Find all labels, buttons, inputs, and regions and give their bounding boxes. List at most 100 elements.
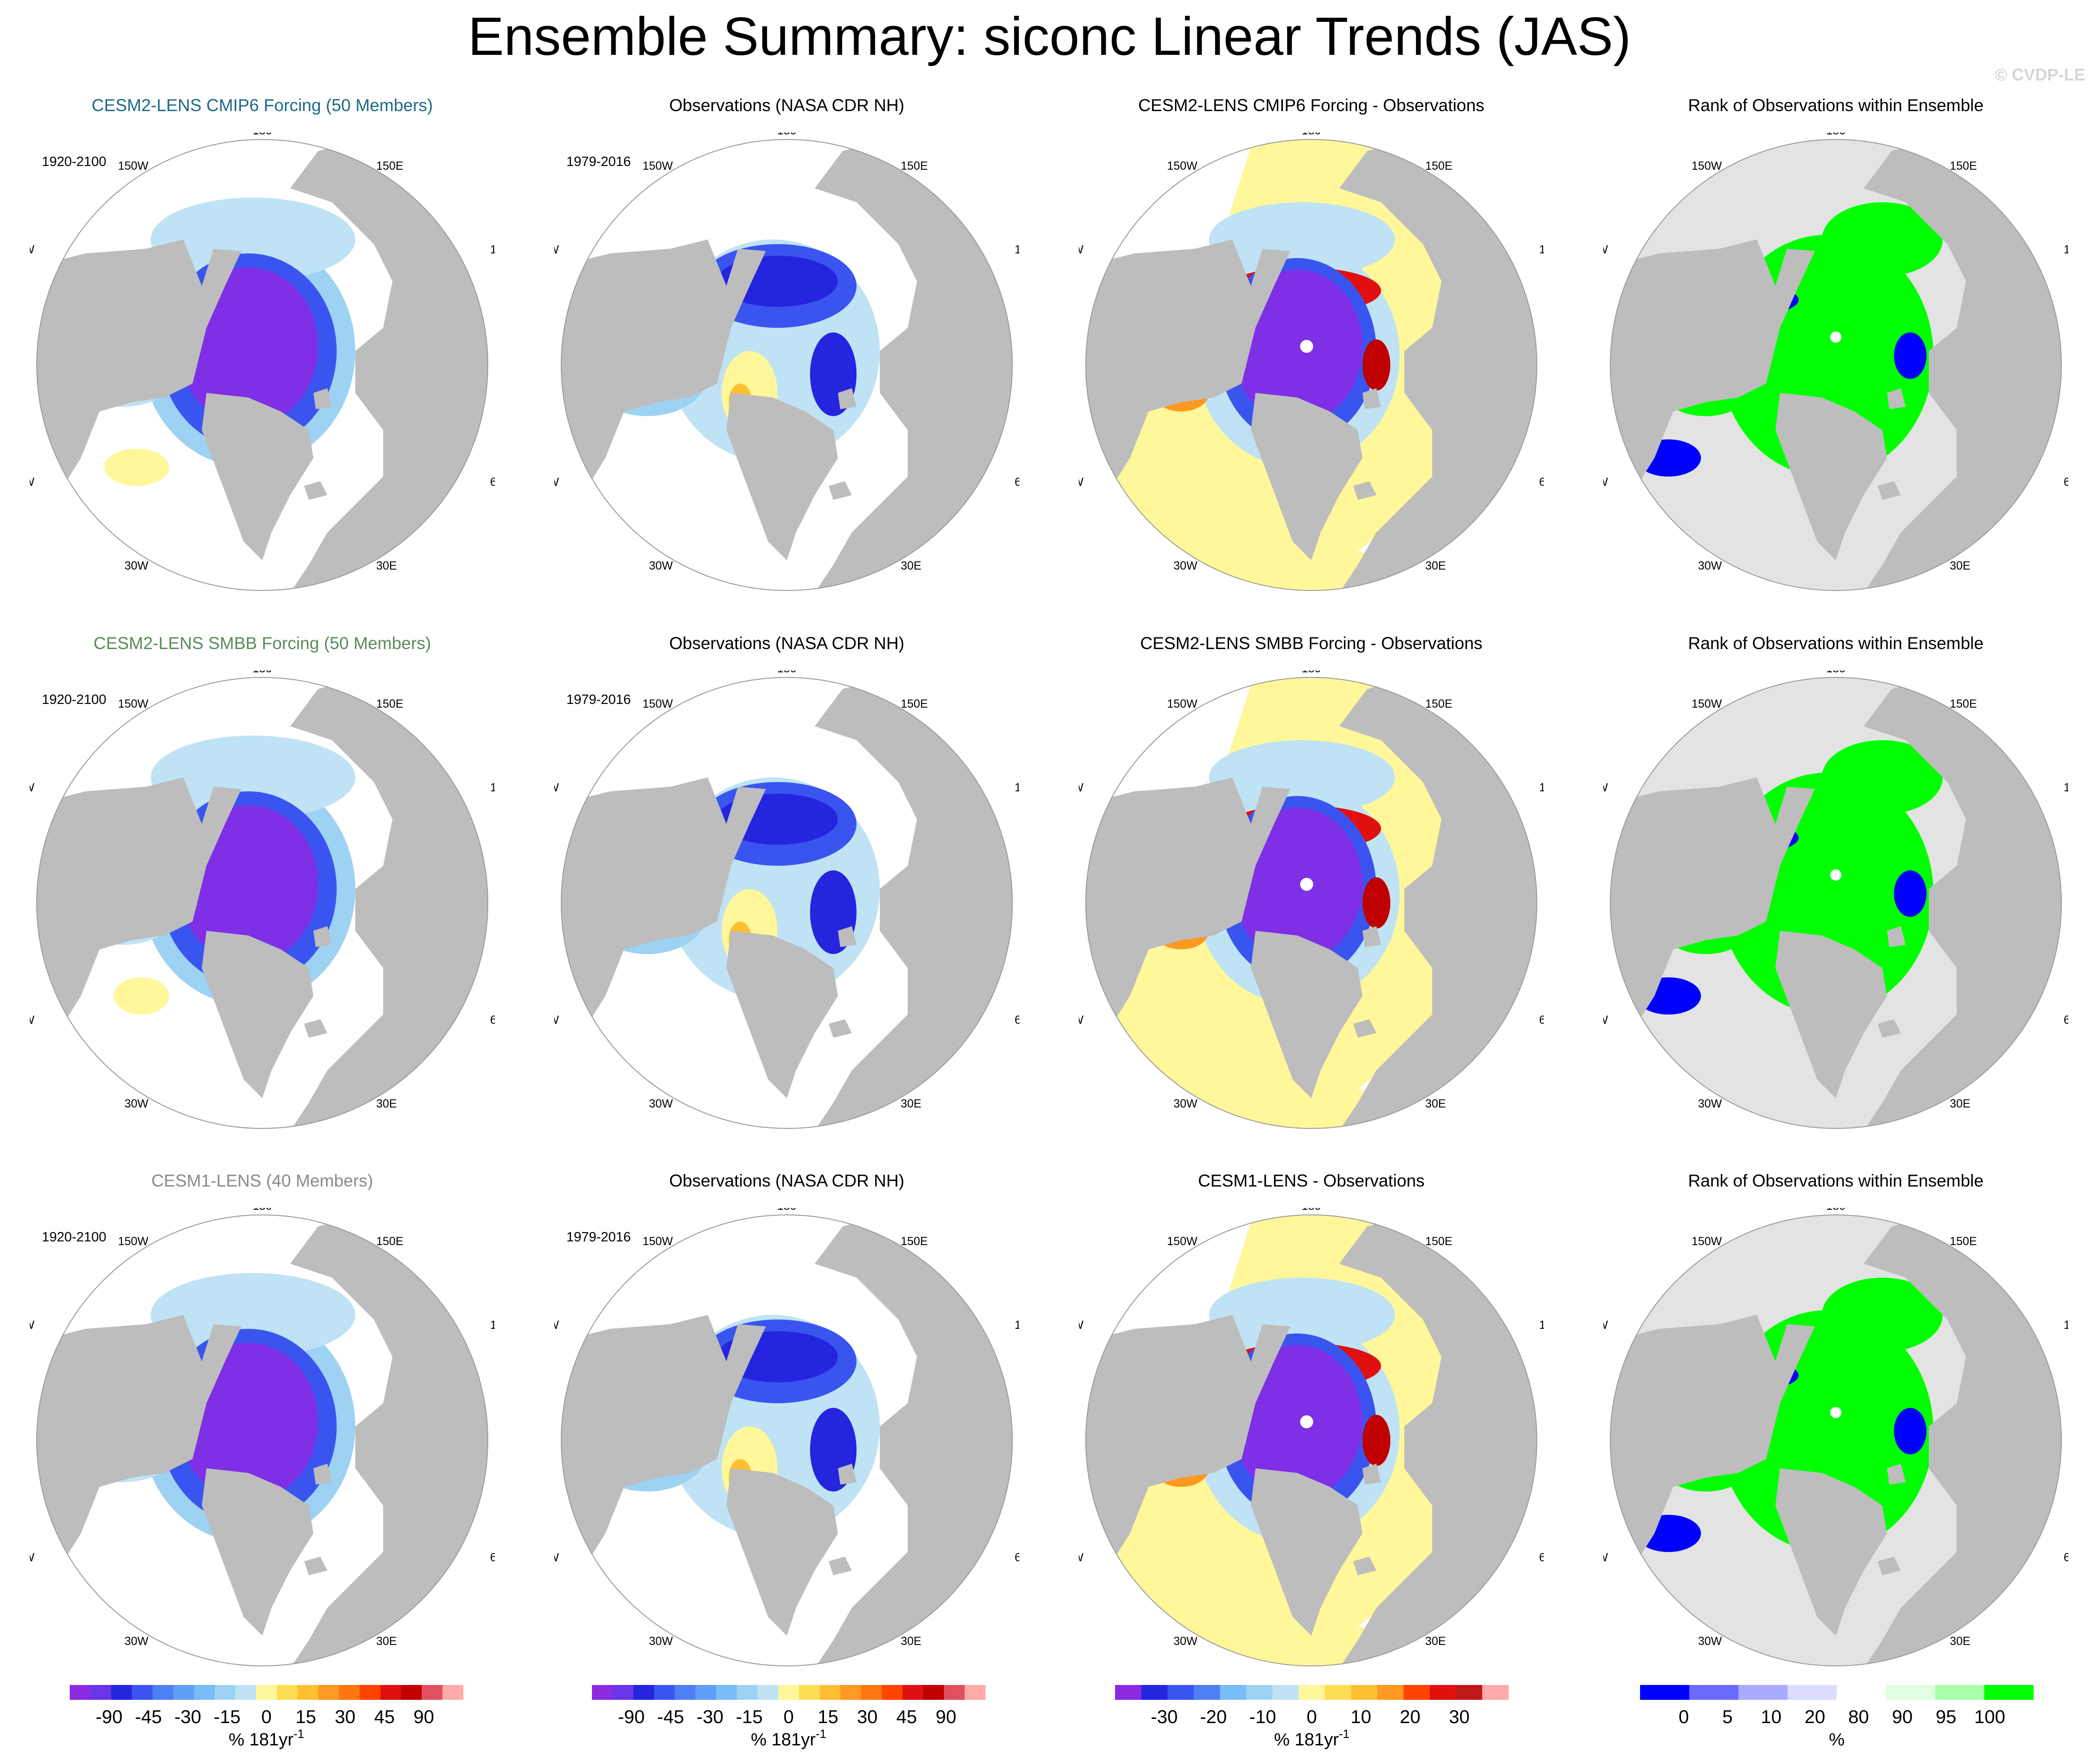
colorbar-tick-label: 30 xyxy=(1449,1707,1470,1727)
colorbar-tick-label: -30 xyxy=(174,1707,201,1727)
map-panel-r1-diff: CESM2-LENS CMIP6 Forcing - Observations … xyxy=(1049,95,1574,635)
lon-label-150e: 150E xyxy=(901,159,928,172)
panel-title: CESM2-LENS SMBB Forcing - Observations xyxy=(1140,634,1483,653)
colorbar-swatch xyxy=(592,1685,613,1700)
lon-label-120w: 120W xyxy=(1603,243,1608,256)
panel-title: CESM2-LENS CMIP6 Forcing (50 Members) xyxy=(91,96,433,115)
colorbar-swatch xyxy=(359,1685,381,1700)
lon-label-top: 180 xyxy=(252,1208,272,1213)
colorbar-tick-label: 100 xyxy=(1974,1707,2006,1727)
colorbar-swatch xyxy=(757,1685,779,1700)
lon-label-120w: 120W xyxy=(1079,781,1083,794)
colorbar-swatch xyxy=(111,1685,133,1700)
colorbar-swatch xyxy=(442,1685,464,1700)
lon-label-30w: 30W xyxy=(1698,559,1722,572)
lon-label-top: 180 xyxy=(1826,670,1846,675)
lon-label-top: 180 xyxy=(777,670,797,675)
lon-label-120w: 120W xyxy=(30,781,34,794)
lon-label-60w: 60W xyxy=(1603,1014,1608,1027)
colorbar-swatch xyxy=(1246,1685,1273,1700)
lon-label-60w: 60W xyxy=(1079,476,1083,489)
colorbar-tick-label: 30 xyxy=(335,1707,356,1727)
colorbar-tick-label: -30 xyxy=(1151,1707,1178,1727)
map-panel-r3-obs: Observations (NASA CDR NH) 1979-2016 180 … xyxy=(525,1171,1049,1710)
panel-title: CESM1-LENS - Observations xyxy=(1198,1171,1425,1190)
colorbar-tick-label: 10 xyxy=(1351,1707,1372,1727)
lon-label-30w: 30W xyxy=(1174,1097,1198,1110)
lon-label-30e: 30E xyxy=(901,1097,921,1110)
colorbar-swatch xyxy=(1640,1685,1690,1700)
colorbar-tick-label: 45 xyxy=(374,1707,395,1727)
colorbar-tick-label: 10 xyxy=(1761,1707,1782,1727)
colorbar-swatch xyxy=(737,1685,758,1700)
colorbar-3: -30 -20 -10 0 10 20 30 % 181yr-1 xyxy=(1115,1685,1509,1750)
colorbar-swatch xyxy=(1689,1685,1739,1700)
lon-label-150e: 150E xyxy=(1425,1235,1452,1248)
colorbar-tick-label: -15 xyxy=(736,1707,763,1727)
colorbar-tick-label: 95 xyxy=(1936,1707,1957,1727)
lon-label-150w: 150W xyxy=(1692,159,1722,172)
colorbar-swatch xyxy=(943,1685,965,1700)
colorbar-swatch xyxy=(173,1685,194,1700)
lon-label-120e: 120E xyxy=(1539,781,1544,794)
lon-label-150w: 150W xyxy=(643,1235,673,1248)
lon-label-60w: 60W xyxy=(30,476,34,489)
figure-title: Ensemble Summary: siconc Linear Trends (… xyxy=(468,6,1631,66)
colorbar-swatch xyxy=(1984,1685,2034,1700)
lon-label-60e: 60E xyxy=(1015,1014,1019,1027)
colorbar-swatch xyxy=(297,1685,319,1700)
colorbar-1: -90 -45 -30 -15 0 15 30 45 90 % 181yr-1 xyxy=(70,1685,464,1750)
colorbar-swatch xyxy=(695,1685,717,1700)
colorbar-swatch xyxy=(1115,1685,1142,1700)
polar-map: 180 0 150W 150E 120W 120E 90W 90E 60W 60… xyxy=(1603,1208,2068,1666)
lon-label-150w: 150W xyxy=(643,697,673,710)
lon-label-150w: 150W xyxy=(118,697,149,710)
lon-label-120e: 120E xyxy=(1015,781,1019,794)
colorbar-swatch xyxy=(819,1685,841,1700)
colorbar-tick-label: -45 xyxy=(135,1707,162,1727)
polar-map: 180 0 150W 150E 120W 120E 90W 90E 60W 60… xyxy=(1603,670,2068,1129)
colorbar-swatch xyxy=(675,1685,696,1700)
lon-label-30e: 30E xyxy=(1950,1635,1970,1648)
lon-label-top: 180 xyxy=(1302,1208,1321,1213)
colorbar-unit: % 181yr-1 xyxy=(229,1727,305,1750)
lon-label-60e: 60E xyxy=(1015,476,1019,489)
colorbar-swatch xyxy=(214,1685,236,1700)
lon-label-120e: 120E xyxy=(1015,243,1019,256)
colorbar-swatch xyxy=(256,1685,277,1700)
colorbar-swatch xyxy=(401,1685,422,1700)
lon-label-120e: 120E xyxy=(2064,243,2068,256)
lon-label-150w: 150W xyxy=(1167,697,1198,710)
colorbar-tick-label: -20 xyxy=(1200,1707,1227,1727)
lon-label-60e: 60E xyxy=(2064,476,2068,489)
period-label: 1920-2100 xyxy=(42,1230,106,1245)
lon-label-30e: 30E xyxy=(1950,1097,1970,1110)
lon-label-60e: 60E xyxy=(2064,1551,2068,1564)
map-panel-r3-model: CESM1-LENS (40 Members) 1920-2100 180 0 1… xyxy=(0,1171,525,1710)
panel-title: CESM1-LENS (40 Members) xyxy=(151,1171,373,1190)
polar-map: 180 0 150W 150E 120W 120E 90W 90E 60W 60… xyxy=(30,670,495,1129)
lon-label-top: 180 xyxy=(777,1208,797,1213)
colorbar-swatch xyxy=(1298,1685,1325,1700)
panel-title: Rank of Observations within Ensemble xyxy=(1688,634,1984,653)
period-label: 1920-2100 xyxy=(42,154,106,169)
lon-label-30w: 30W xyxy=(1174,1635,1198,1648)
map-panel-r1-obs: Observations (NASA CDR NH) 1979-2016 180 … xyxy=(525,95,1049,635)
lon-label-30w: 30W xyxy=(125,559,149,572)
polar-map: 180 0 150W 150E 120W 120E 90W 90E 60W 60… xyxy=(1603,133,2068,591)
colorbar-swatch xyxy=(132,1685,153,1700)
colorbar-tick-label: 0 xyxy=(1679,1707,1689,1727)
colorbar-swatch xyxy=(277,1685,298,1700)
colorbar-swatch xyxy=(778,1685,799,1700)
lon-label-120w: 120W xyxy=(554,1319,559,1332)
lon-label-120e: 120E xyxy=(2064,781,2068,794)
polar-map: 180 0 150W 150E 120W 120E 90W 90E 60W 60… xyxy=(30,133,495,591)
panel-title: CESM2-LENS CMIP6 Forcing - Observations xyxy=(1138,96,1485,115)
colorbar-swatch xyxy=(923,1685,944,1700)
lon-label-30e: 30E xyxy=(376,1635,397,1648)
lon-label-30w: 30W xyxy=(125,1635,149,1648)
colorbar-swatch xyxy=(153,1685,174,1700)
lon-label-top: 180 xyxy=(1826,133,1846,137)
panel-title: Observations (NASA CDR NH) xyxy=(669,1171,904,1190)
colorbar-swatch xyxy=(235,1685,257,1700)
